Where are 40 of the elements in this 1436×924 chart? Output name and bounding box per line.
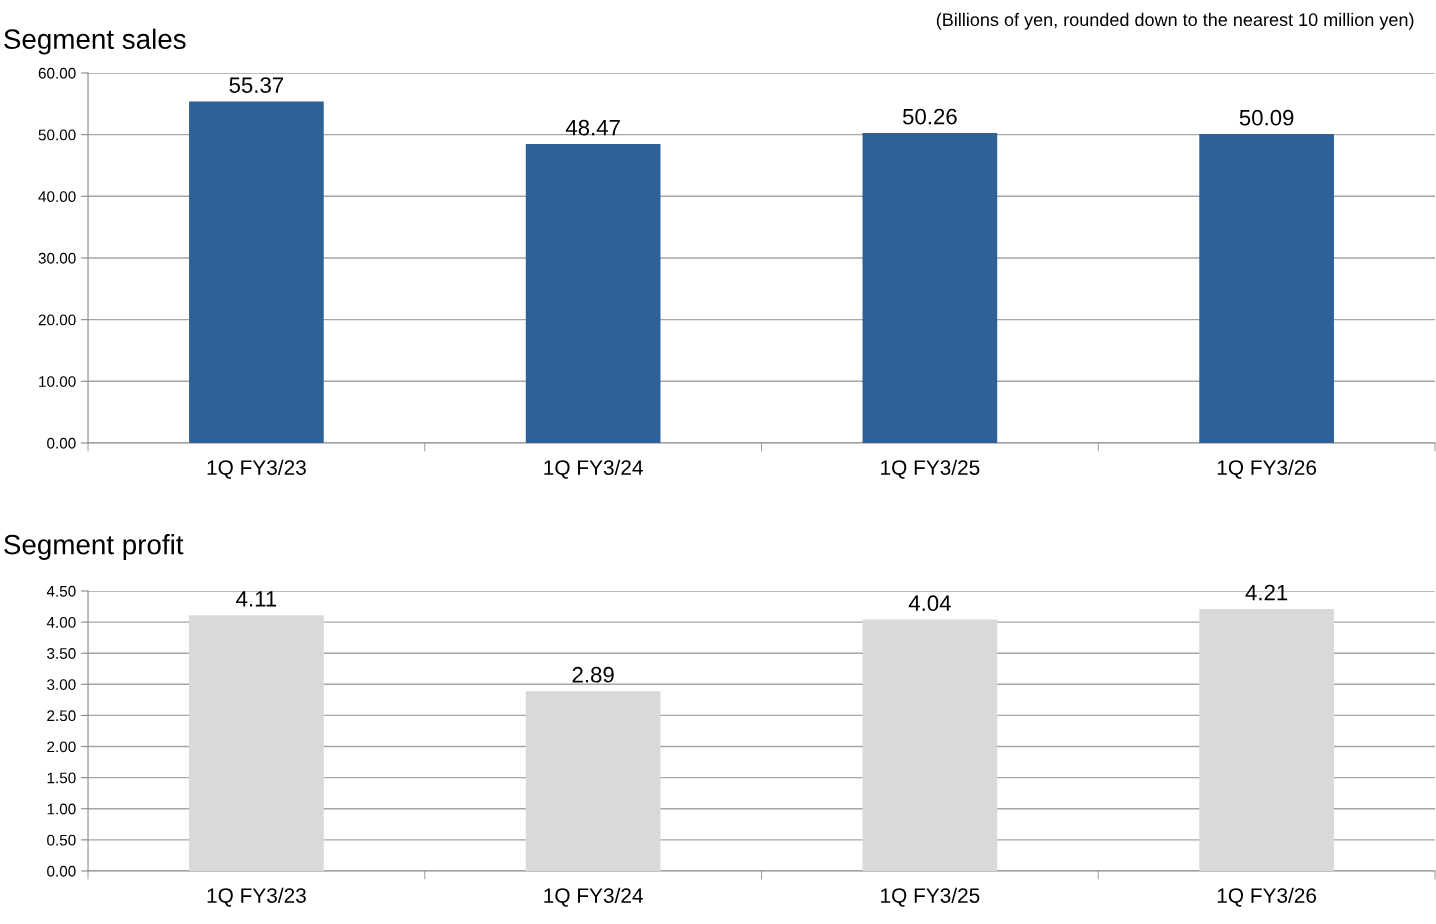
y-tick-label: 0.50 (47, 834, 76, 846)
x-tick-label: 1Q FY3/26 (1217, 459, 1317, 479)
chart-title: Segment sales (4, 28, 186, 55)
y-tick-label: 2.50 (47, 710, 76, 722)
data-label: 4.21 (1245, 584, 1288, 601)
bar (862, 619, 998, 871)
x-tick-label: 1Q FY3/23 (207, 459, 306, 479)
data-label: 2.89 (572, 666, 614, 683)
data-label: 48.47 (565, 119, 620, 136)
y-tick-label: 20.00 (38, 314, 76, 326)
x-tick-label: 1Q FY3/24 (544, 887, 643, 907)
y-tick-label: 50.00 (38, 129, 76, 141)
y-tick-label: 1.50 (47, 772, 76, 784)
y-tick-label: 3.00 (47, 679, 76, 690)
text: (Billions of yen, rounded down to the nearest 10 million yen) (936, 12, 1414, 30)
data-label: 55.37 (229, 77, 284, 93)
y-tick-label: 4.50 (46, 585, 76, 597)
y-tick-label: 2.00 (47, 741, 76, 753)
bar (525, 691, 661, 871)
data-label: 50.09 (1239, 109, 1294, 126)
y-tick-label: 10.00 (39, 376, 76, 387)
bar (189, 615, 324, 871)
x-tick-label: 1Q FY3/25 (881, 887, 980, 907)
x-tick-label: 1Q FY3/25 (881, 459, 980, 479)
y-tick-label: 1.00 (47, 803, 76, 815)
data-label: 4.04 (908, 595, 951, 612)
x-tick-label: 1Q FY3/24 (544, 459, 643, 479)
y-tick-label: 3.50 (47, 648, 76, 659)
y-tick-label: 40.00 (38, 191, 76, 203)
bar (1199, 609, 1334, 871)
data-label: 50.26 (902, 108, 957, 125)
y-tick-label: 0.00 (47, 865, 76, 877)
y-tick-label: 60.00 (38, 67, 76, 79)
y-tick-label: 4.00 (46, 616, 76, 628)
x-tick-label: 1Q FY3/26 (1217, 887, 1317, 907)
y-tick-label: 0.00 (47, 437, 76, 449)
chart-title: Segment profit (4, 534, 184, 560)
y-tick-label: 30.00 (38, 252, 76, 264)
data-label: 4.11 (236, 591, 277, 607)
x-tick-label: 1Q FY3/23 (207, 887, 306, 907)
